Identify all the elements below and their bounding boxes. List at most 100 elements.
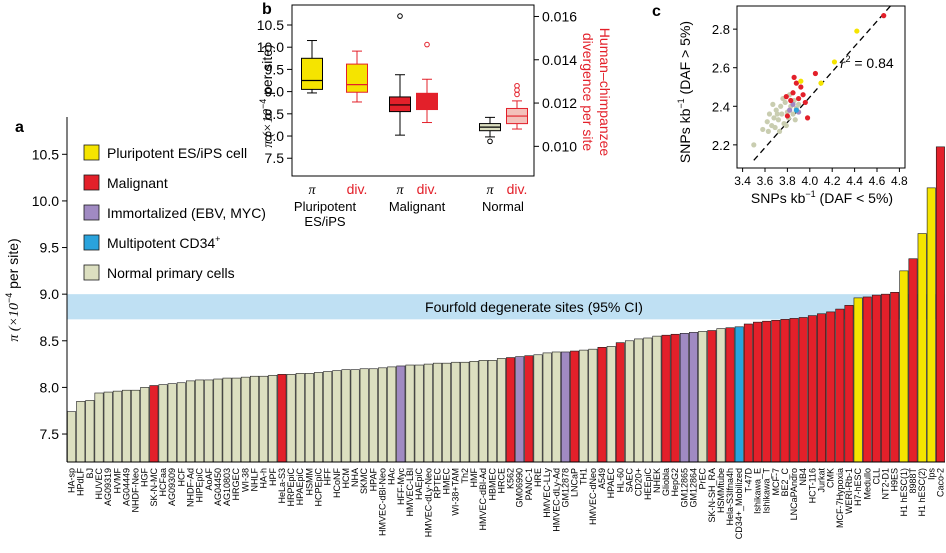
scatter-point <box>796 101 802 107</box>
x-tick-label: H1 hESC(1) <box>899 468 909 517</box>
left-y-tick-label: 10.5 <box>257 17 284 33</box>
left-y-title-tail: per site) <box>259 44 275 98</box>
x-tick-label: NHLF <box>249 468 259 492</box>
scatter-point <box>854 28 860 34</box>
x-tick-label: HCPEpiC <box>314 468 324 507</box>
bar <box>442 362 452 463</box>
x-tick-label: Ips <box>926 468 936 481</box>
bar <box>149 385 159 463</box>
scatter-point <box>764 119 770 125</box>
bar <box>570 350 580 463</box>
x-tick-label: NHDF-Ad <box>185 468 195 507</box>
legend-label: Pluripotent ES/iPS cell <box>107 145 247 161</box>
bar <box>634 338 644 463</box>
x-tick-label: Caco-2 <box>935 468 945 497</box>
y-title-tail: (DAF > 5%) <box>677 21 693 98</box>
div-label: div. <box>347 181 368 197</box>
x-tick-label: CLL <box>871 468 881 485</box>
bar <box>469 360 479 463</box>
scatter-point <box>791 74 797 80</box>
x-tick-label: K562 <box>506 468 516 489</box>
scatter-point <box>800 92 806 98</box>
x-tick-label: AG04450 <box>213 468 223 506</box>
scatter-point <box>798 78 804 84</box>
bar <box>213 378 223 463</box>
bar <box>533 354 543 463</box>
bar <box>432 362 442 463</box>
y-axis-title: π (×10−4 per site) <box>4 238 22 341</box>
bar <box>753 321 762 463</box>
scatter-point <box>765 128 771 134</box>
bar <box>414 364 424 463</box>
x-tick-label: 3.8 <box>779 174 796 188</box>
y-tick-label: 2.6 <box>712 61 730 76</box>
bar <box>368 368 378 463</box>
bar <box>131 389 141 463</box>
bar <box>588 348 598 463</box>
box <box>389 96 411 113</box>
x-tick-label: CD20+ <box>634 468 644 496</box>
bar <box>76 401 86 463</box>
x-tick-label: Medullo <box>862 468 872 500</box>
bar <box>478 360 488 463</box>
right-y-title-line1: Human–chimpanzee <box>597 28 613 157</box>
x-tick-label: Gliobla <box>661 468 671 496</box>
x-tick-label: HMVEC-dLy-Neo <box>423 468 433 537</box>
scatter-point <box>772 124 778 131</box>
bar <box>515 356 525 463</box>
outlier-point <box>487 138 493 145</box>
legend-swatch <box>83 144 100 161</box>
scatter-point <box>793 80 799 86</box>
bar <box>935 146 945 463</box>
x-tick-label: HRCE <box>496 468 506 494</box>
left-y-tick-label: 7.5 <box>265 150 285 166</box>
legend-label-sup: + <box>215 234 220 244</box>
bar <box>167 383 177 463</box>
boxes <box>301 13 528 145</box>
scatter-point <box>774 111 780 117</box>
outlier-point <box>397 13 403 19</box>
y-tick-label: 8.0 <box>40 379 60 395</box>
bar <box>798 317 808 463</box>
x-tick-label: SAEC <box>624 468 634 493</box>
box <box>301 57 323 90</box>
x-tick-label: PANC-1 <box>524 468 534 500</box>
x-tick-label: TH1 <box>579 468 589 485</box>
ci-band <box>67 294 945 320</box>
bar <box>835 308 845 463</box>
legend-swatch <box>83 234 100 251</box>
bar <box>359 368 369 463</box>
x-tick-label: AG09319 <box>103 468 113 506</box>
bar <box>85 400 95 463</box>
x-tick-label: HPAEpiC <box>295 468 305 506</box>
bar <box>862 296 872 463</box>
scatter-point <box>796 95 802 102</box>
x-tick-label: HMVEC-dNeo <box>588 468 598 525</box>
panel-a-bar-chart: 7.5 8.0 8.5 9.0 9.5 10.0 10.5 HA-sp HPdLF BJ HUVE… <box>4 117 945 539</box>
legend-label-text: Multipotent CD34 <box>107 235 215 251</box>
left-y-tick-label: 9.5 <box>265 61 285 77</box>
legend-swatch <box>83 264 100 281</box>
x-tick-label: AG09309 <box>167 468 177 506</box>
x-tick-label: CMK <box>826 468 836 488</box>
x-tick-label: HCFaa <box>158 468 168 497</box>
bar <box>670 333 680 463</box>
bar <box>195 379 205 463</box>
x-tick-label: 4.0 <box>801 174 818 188</box>
x-tick-label: HSMM <box>304 468 314 496</box>
x-tick-label: 4.8 <box>891 174 908 188</box>
y-tick-label: 2.2 <box>712 138 730 153</box>
y-title-exp: −1 <box>676 98 686 108</box>
panel-b-box-plot: 7.58.08.59.09.510.010.5 0.0100.0120.0140… <box>257 4 613 229</box>
x-tick-label: HMVEC-LLy <box>542 468 552 518</box>
x-tick-label: 8988T <box>908 468 918 494</box>
legend-label-text: Immortalized (EBV, MYC) <box>107 205 266 221</box>
box <box>346 63 368 93</box>
x-tick-label: HRPEpiC <box>286 468 296 507</box>
scatter-point <box>788 97 794 104</box>
legend-label-text: Pluripotent ES/iPS cell <box>107 145 247 161</box>
ci-band-label: Fourfold degenerate sites (95% CI) <box>425 299 643 315</box>
r-value: = 0.84 <box>850 55 893 71</box>
bar <box>890 291 900 463</box>
